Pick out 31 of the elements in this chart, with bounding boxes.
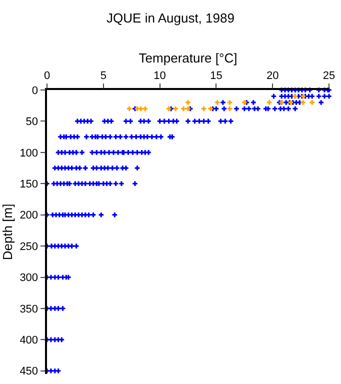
x-tick-label: 25: [322, 70, 336, 82]
point: [181, 106, 186, 112]
y-tick-label: 0: [32, 84, 38, 97]
chart-title: JQUE in August, 1989: [106, 10, 234, 26]
point: [186, 100, 190, 105]
x-axis-title: Temperature [°C]: [138, 50, 238, 66]
y-tick-label: 300: [20, 272, 38, 284]
point: [142, 106, 148, 112]
y-tick-label: 450: [20, 366, 38, 378]
point: [227, 100, 232, 105]
y-tick-label: 250: [20, 240, 38, 253]
point: [214, 100, 220, 105]
point: [310, 100, 314, 105]
point: [173, 106, 178, 112]
y-tick-label: 350: [20, 303, 38, 316]
point: [266, 100, 272, 105]
point: [242, 100, 247, 105]
y-tick-label: 50: [26, 116, 38, 128]
y-axis-title: Depth [m]: [0, 204, 16, 260]
x-tick-label: 10: [154, 70, 166, 82]
x-tick-label: 5: [100, 70, 106, 82]
point: [208, 106, 213, 112]
x-tick-label: 0: [44, 70, 50, 82]
y-tick-label: 100: [20, 147, 38, 160]
x-tick-label: 15: [210, 70, 222, 82]
y-tick-label: 400: [20, 334, 38, 347]
y-tick-label: 150: [20, 178, 38, 190]
point: [300, 100, 306, 105]
x-tick-label: 20: [266, 70, 279, 82]
y-tick-label: 200: [20, 210, 38, 222]
point: [186, 106, 190, 112]
